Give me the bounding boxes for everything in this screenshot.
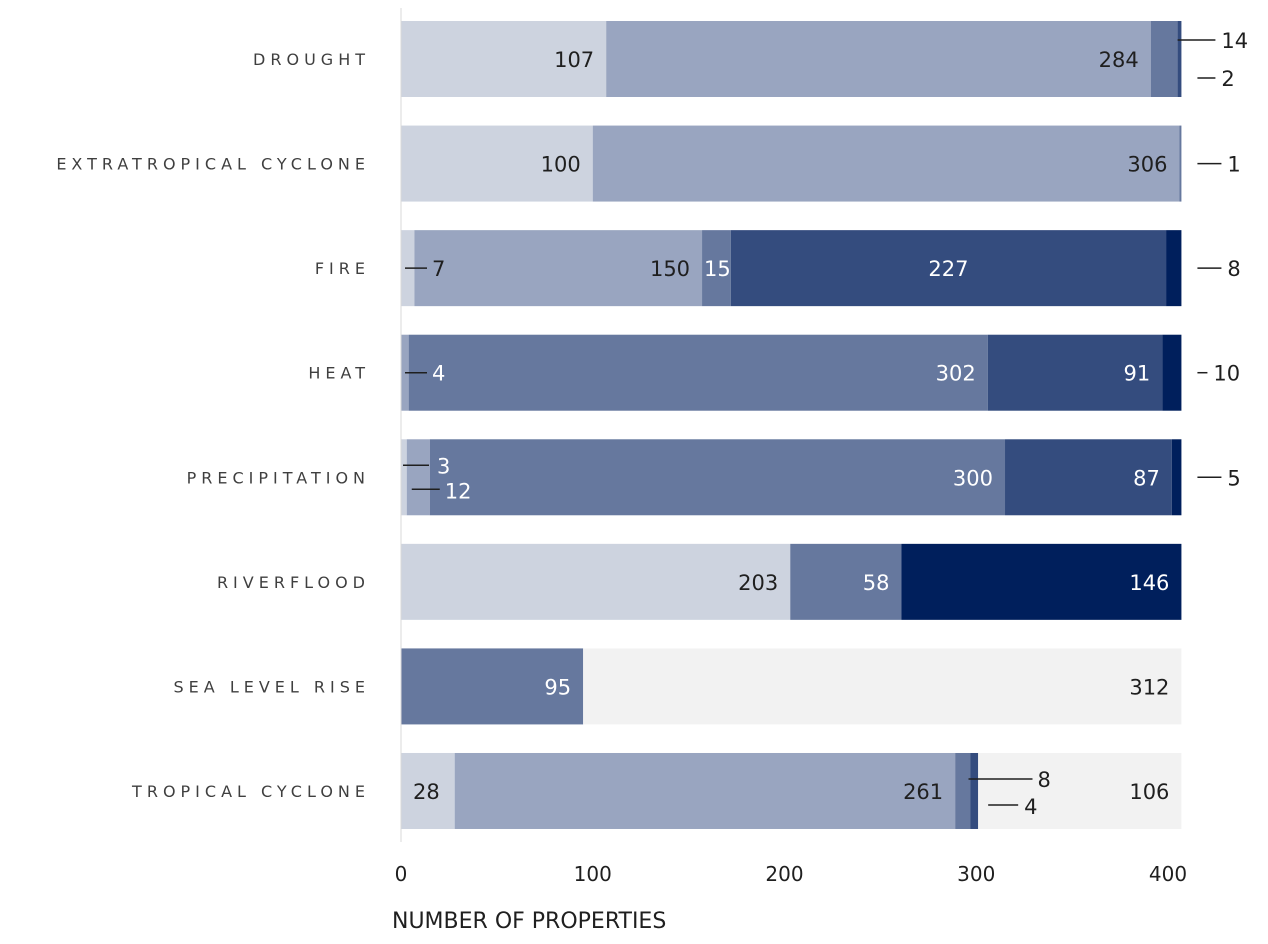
bar-segment-drought-3 (1177, 21, 1182, 97)
category-label-tropical-cyclone: TROPICAL CYCLONE (131, 782, 370, 801)
value-label-heat-3: 10 (1213, 362, 1240, 386)
bar-segment-drought-0 (401, 21, 607, 97)
x-tick-label-0: 0 (395, 862, 408, 886)
bar-segment-riverflood-0 (401, 543, 791, 620)
bar-segment-tropical-cyclone-0 (401, 752, 455, 829)
value-label-sea-level-rise-1: 312 (1129, 675, 1169, 699)
category-label-heat: HEAT (308, 364, 370, 383)
bar-segment-sea-level-rise-1 (583, 648, 1182, 725)
value-label-fire-4: 8 (1227, 257, 1240, 281)
bar-segment-extratropical-cyclone-2 (1179, 125, 1182, 202)
bar-segment-tropical-cyclone-2 (955, 752, 971, 829)
value-label-drought-1: 284 (1099, 48, 1139, 72)
bar-segment-precipitation-3 (1005, 439, 1172, 516)
value-label-fire-0: 7 (432, 257, 445, 281)
value-label-tropical-cyclone-3: 4 (1024, 795, 1037, 819)
value-label-drought-3: 2 (1221, 67, 1234, 91)
value-label-extratropical-cyclone-2: 1 (1227, 153, 1240, 177)
bar-segment-heat-0 (401, 334, 409, 411)
bar-segment-precipitation-2 (429, 439, 1006, 516)
value-label-fire-2: 15 (704, 257, 731, 281)
value-label-precipitation-2: 300 (953, 466, 993, 490)
bar-segment-extratropical-cyclone-1 (592, 125, 1180, 202)
value-label-extratropical-cyclone-1: 306 (1127, 153, 1167, 177)
x-tick-label-200: 200 (765, 862, 803, 886)
category-label-fire: FIRE (315, 259, 370, 278)
bar-segment-precipitation-4 (1171, 439, 1182, 516)
x-tick-label-100: 100 (574, 862, 612, 886)
value-label-tropical-cyclone-4: 106 (1129, 780, 1169, 804)
bar-segment-heat-1 (408, 334, 988, 411)
category-label-riverflood: RIVERFLOOD (217, 573, 370, 592)
bar-segment-heat-3 (1162, 334, 1182, 411)
value-label-fire-3: 227 (928, 257, 968, 281)
value-label-riverflood-1: 58 (863, 571, 890, 595)
bar-segment-extratropical-cyclone-0 (401, 125, 593, 202)
value-label-tropical-cyclone-2: 8 (1037, 768, 1050, 792)
value-label-drought-0: 107 (554, 48, 594, 72)
bar-segment-precipitation-1 (406, 439, 430, 516)
value-label-riverflood-2: 146 (1129, 571, 1169, 595)
value-label-extratropical-cyclone-0: 100 (541, 153, 581, 177)
value-label-riverflood-0: 203 (738, 571, 778, 595)
x-tick-label-300: 300 (957, 862, 995, 886)
value-label-tropical-cyclone-0: 28 (413, 780, 440, 804)
value-label-drought-2: 14 (1221, 29, 1248, 53)
bar-segment-fire-2 (702, 230, 731, 307)
value-label-tropical-cyclone-1: 261 (903, 780, 943, 804)
value-label-precipitation-0: 3 (437, 454, 450, 478)
x-tick-label-400: 400 (1149, 862, 1187, 886)
bar-segment-fire-4 (1166, 230, 1182, 307)
x-axis: 0 100 200 300 400 (395, 8, 1187, 886)
x-axis-title: NUMBER OF PROPERTIES (392, 909, 666, 934)
category-label-sea-level-rise: SEA LEVEL RISE (174, 677, 370, 696)
value-label-heat-1: 302 (936, 362, 976, 386)
bar-segment-fire-3 (730, 230, 1167, 307)
bar-segment-drought-1 (606, 21, 1151, 97)
category-label-precipitation: PRECIPITATION (187, 468, 370, 487)
bar-segment-sea-level-rise-0 (401, 648, 584, 725)
bar-segment-tropical-cyclone-4 (978, 752, 1182, 829)
bar-segment-tropical-cyclone-1 (454, 752, 956, 829)
bar-segment-heat-2 (987, 334, 1163, 411)
value-label-precipitation-3: 87 (1133, 466, 1160, 490)
bar-segment-precipitation-0 (401, 439, 407, 516)
value-label-precipitation-1: 12 (445, 479, 472, 503)
category-label-drought: DROUGHT (253, 50, 370, 69)
bar-segment-riverflood-2 (901, 543, 1182, 620)
value-label-fire-1: 150 (650, 257, 690, 281)
value-label-heat-0: 4 (432, 362, 445, 386)
bar-segment-fire-1 (414, 230, 703, 307)
value-label-heat-2: 91 (1124, 362, 1151, 386)
bar-segment-drought-2 (1150, 21, 1178, 97)
bars-layer (401, 21, 1182, 829)
value-label-precipitation-4: 5 (1227, 466, 1240, 490)
bar-segment-riverflood-1 (790, 543, 902, 620)
category-label-extratropical-cyclone: EXTRATROPICAL CYCLONE (56, 155, 370, 174)
bar-segment-tropical-cyclone-3 (970, 752, 979, 829)
value-label-sea-level-rise-0: 95 (544, 675, 571, 699)
